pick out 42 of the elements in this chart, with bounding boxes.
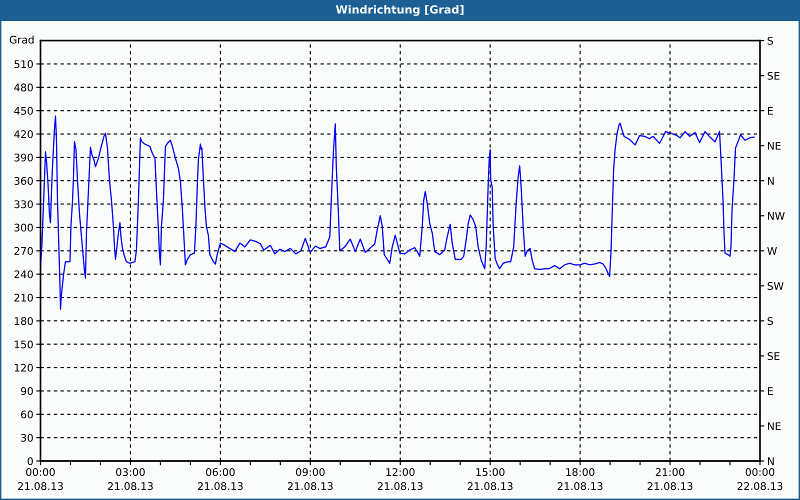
y-tick-label: 150: [14, 340, 33, 348]
y-tick-label: 180: [14, 317, 33, 325]
category-label: NE: [768, 422, 781, 430]
x-tick-label: 15:00 21.08.13: [468, 468, 513, 490]
category-label: S: [768, 317, 773, 325]
y-tick-label: 330: [14, 200, 33, 208]
y-tick-label: 390: [14, 154, 33, 162]
category-label: SE: [768, 352, 780, 360]
category-label: S: [768, 36, 773, 45]
category-label: SW: [768, 282, 784, 290]
y-tick-label: 30: [21, 434, 33, 442]
y-tick-label: 300: [14, 224, 33, 232]
category-label: NE: [768, 142, 781, 150]
category-label: NW: [768, 212, 785, 220]
x-tick-label: 18:00 21.08.13: [558, 468, 602, 490]
category-label: N: [768, 177, 774, 185]
x-tick-label: 03:00 21.08.13: [108, 468, 153, 490]
x-tick-label: 06:00 21.08.13: [198, 468, 243, 490]
y-tick-label: 120: [14, 364, 33, 372]
y-tick-label: 60: [21, 410, 33, 418]
y-tick-label: 450: [14, 106, 33, 115]
y-tick-label: 0: [28, 457, 33, 466]
x-tick-label: 12:00 21.08.13: [378, 468, 423, 490]
category-label: W: [767, 247, 777, 255]
chart-title: Windrichtung [Grad]: [336, 5, 464, 16]
y-tick-label: 210: [14, 294, 33, 302]
y-axis-title: Grad: [10, 36, 34, 44]
x-tick-label: 09:00 21.08.13: [288, 468, 333, 490]
y-tick-label: 480: [14, 84, 33, 92]
y-tick-label: 240: [14, 270, 33, 278]
category-label: SE: [768, 72, 780, 80]
y-tick-label: 90: [20, 387, 33, 396]
x-tick-label: 00:00 22.08.13: [738, 468, 782, 490]
y-tick-label: 270: [14, 247, 33, 255]
category-label: E: [768, 107, 773, 115]
x-tick-label: 21:00 21.08.13: [648, 468, 692, 490]
y-tick-label: 420: [14, 130, 33, 138]
category-label: N: [768, 457, 774, 465]
category-label: E: [768, 387, 773, 395]
x-tick-label: 00:00 21.08.13: [18, 468, 63, 490]
y-tick-label: 360: [14, 176, 33, 185]
y-tick-label: 510: [14, 60, 33, 68]
